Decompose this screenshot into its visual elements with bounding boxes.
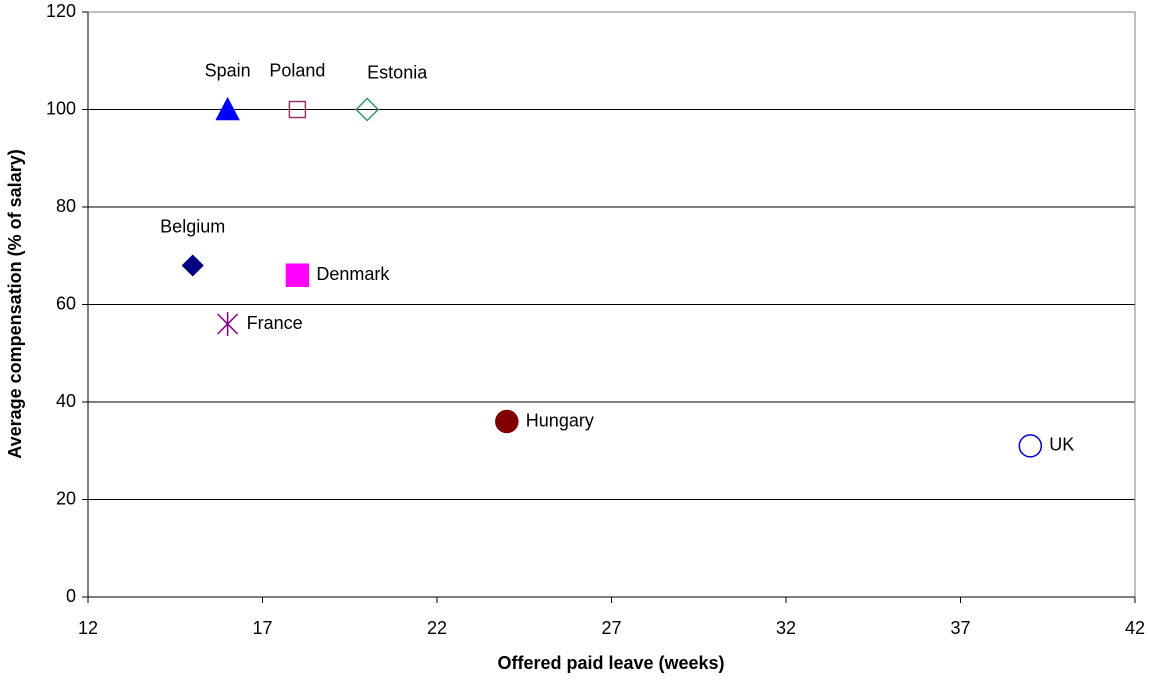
- y-tick-label: 100: [46, 98, 76, 118]
- marker: [495, 409, 519, 434]
- y-tick-label: 20: [56, 488, 76, 508]
- y-tick-label: 40: [56, 391, 76, 411]
- marker: [355, 97, 380, 122]
- x-tick-label: 32: [776, 618, 796, 638]
- x-tick-label: 42: [1125, 618, 1145, 638]
- point-label: Estonia: [367, 62, 428, 82]
- point-label: Denmark: [316, 264, 390, 284]
- y-tick-label: 80: [56, 196, 76, 216]
- x-tick-label: 37: [950, 618, 970, 638]
- marker: [181, 254, 204, 277]
- y-tick-label: 60: [56, 293, 76, 313]
- marker: [217, 312, 239, 336]
- point-label: France: [247, 313, 303, 333]
- marker: [1018, 434, 1043, 458]
- point-label: UK: [1049, 435, 1074, 455]
- point-label: Belgium: [160, 216, 225, 236]
- x-tick-label: 12: [78, 618, 98, 638]
- y-tick-label: 0: [66, 586, 76, 606]
- x-tick-label: 17: [252, 618, 272, 638]
- y-tick-label: 120: [46, 1, 76, 21]
- x-axis-title: Offered paid leave (weeks): [497, 653, 724, 673]
- marker: [288, 100, 307, 119]
- point-label: Poland: [269, 60, 325, 80]
- point-label: Spain: [205, 60, 251, 80]
- marker: [285, 263, 310, 287]
- x-tick-label: 22: [427, 618, 447, 638]
- point-label: Hungary: [526, 410, 594, 430]
- y-axis-title: Average compensation (% of salary): [5, 149, 25, 458]
- x-tick-label: 27: [601, 618, 621, 638]
- marker: [215, 96, 240, 121]
